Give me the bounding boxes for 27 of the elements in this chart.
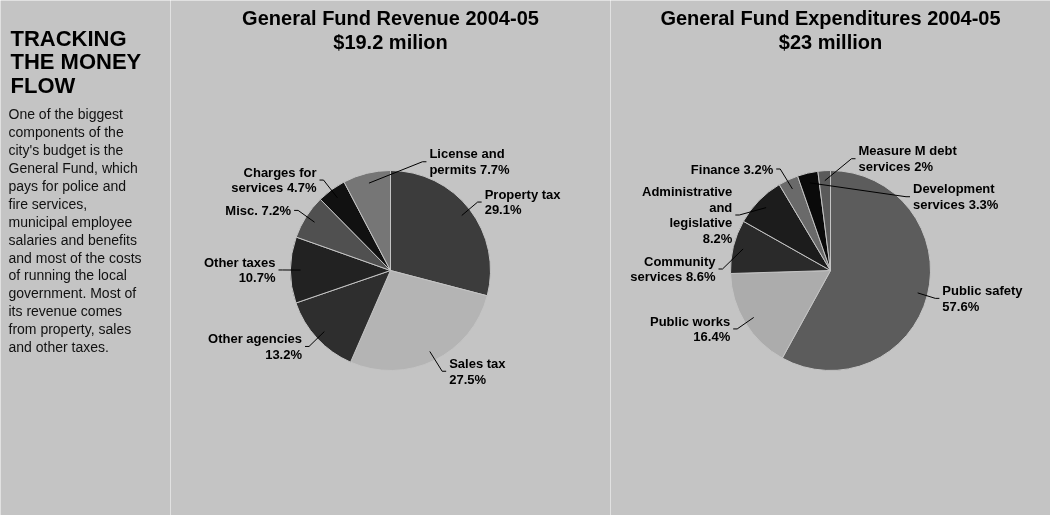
data-label: 29.1% [484,202,522,218]
slice-label: Measure M debt services 2% [858,143,958,175]
slice-label: Administrative and legislative [642,183,733,231]
slice-label: Public works [650,313,731,329]
slice-label: Other agencies [208,331,303,347]
chart-title: General Fund Expenditures 2004-05 [660,6,1001,29]
slice-label: License and permits 7.7% [429,146,511,178]
data-label: 10.7% [238,270,276,286]
chart-subtitle: $19.2 milion [333,30,448,53]
chart-title: General Fund Revenue 2004-05 [242,6,539,29]
slice-label: Development services 3.3% [913,181,999,213]
slice-label: Finance 3.2% [690,161,774,177]
slice-label: Public safety [942,283,1024,298]
chart-subtitle: $23 million [778,30,883,53]
slice-label: Property tax [484,186,562,202]
data-label: 57.6% [942,298,980,314]
slice-label: Other taxes [203,254,276,270]
data-label: 27.5% [449,371,487,387]
text: TRACKING THE MONEY FLOW [10,25,142,98]
data-label: 13.2% [265,346,303,362]
data-label: 16.4% [693,329,731,345]
slice-label: Community services 8.6% [630,253,717,285]
text: One of the biggest components of the city's budget is the General Fund, which pays for police and fire services, municipal employee salaries and benefits and most of the costs of running the local government. Most of its revenue comes from property, sales and other taxes. [8,106,142,356]
data-label: 8.2% [702,231,733,247]
slice-label: Sales tax [449,355,507,371]
slice-label: Charges for services 4.7% [231,164,317,196]
slice-label: Misc. 7.2% [225,202,292,218]
